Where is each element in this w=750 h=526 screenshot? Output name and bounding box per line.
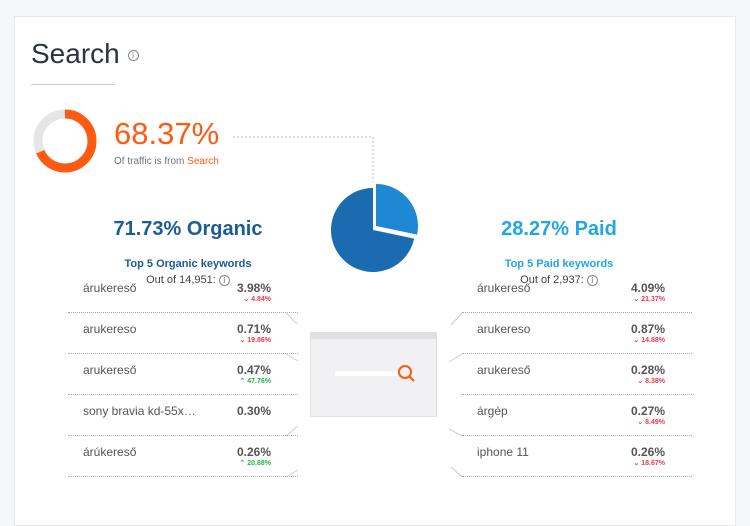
- chevron-down-icon: ⌄: [243, 296, 250, 303]
- title-text: Search: [31, 38, 120, 69]
- chevron-up-icon: ⌃: [239, 378, 246, 385]
- keyword-share: 0.26%: [236, 445, 271, 459]
- pie-paid-slice: [376, 184, 418, 235]
- chevron-down-icon: ⌄: [239, 337, 246, 344]
- paid-headline: 28.27% Paid: [501, 218, 617, 240]
- chevron-down-icon: ⌄: [633, 296, 640, 303]
- keyword-change: ⌄ 21.37%: [633, 296, 665, 303]
- paid-keyword-row[interactable]: árukereső 4.09% ⌄ 21.37%: [462, 281, 692, 313]
- keyword-change: ⌃ 20.68%: [239, 460, 271, 467]
- paid-keyword-row[interactable]: arukereső 0.28% ⌄ 8.38%: [462, 363, 692, 395]
- keyword-name[interactable]: árgép: [477, 404, 508, 418]
- organic-top-label: Top 5 Organic keywords: [124, 258, 252, 270]
- organic-keyword-row[interactable]: árúkereső 0.26% ⌃ 20.68%: [68, 445, 298, 477]
- keyword-share: 3.98%: [236, 281, 271, 295]
- paid-keyword-row[interactable]: arukereso 0.87% ⌄ 14.88%: [462, 322, 692, 354]
- traffic-donut-arc: [33, 109, 97, 173]
- search-browser-illustration: [310, 332, 437, 417]
- keyword-change: ⌃ 47.76%: [239, 378, 271, 385]
- paid-out-of: Out of 2,937: i: [439, 274, 679, 286]
- paid-top-label: Top 5 Paid keywords: [504, 258, 614, 270]
- keyword-share: 0.47%: [236, 363, 271, 377]
- keyword-change: ⌄ 14.88%: [633, 337, 665, 344]
- traffic-percent: 68.37%: [114, 116, 220, 151]
- chevron-down-icon: ⌄: [633, 337, 640, 344]
- keyword-share: 0.28%: [630, 363, 665, 377]
- keyword-change: ⌄ 8.38%: [637, 378, 665, 385]
- chevron-up-icon: ⌃: [239, 460, 246, 467]
- traffic-donut: [33, 109, 97, 173]
- traffic-source: Search: [187, 156, 219, 167]
- pie-organic-slice: [330, 188, 415, 272]
- keyword-name[interactable]: árukereső: [83, 281, 137, 295]
- organic-keyword-row[interactable]: arukereső 0.47% ⌃ 47.76%: [68, 363, 298, 395]
- info-icon[interactable]: i: [127, 50, 139, 62]
- keyword-share: 0.27%: [630, 404, 665, 418]
- keyword-change: ⌄ 8.49%: [637, 419, 665, 426]
- organic-out-of: Out of 14,951: i: [68, 274, 308, 286]
- organic-keyword-row[interactable]: sony bravia kd-55x… 0.30%: [68, 404, 298, 436]
- magnifier-icon: [398, 365, 415, 382]
- keyword-share: 0.71%: [236, 322, 271, 336]
- keyword-share: 0.30%: [236, 404, 271, 418]
- keyword-name[interactable]: sony bravia kd-55x…: [83, 404, 196, 418]
- keyword-share: 4.09%: [630, 281, 665, 295]
- page-title: Search i: [31, 38, 139, 70]
- keyword-change: ⌄ 19.86%: [239, 337, 271, 344]
- browser-bar: [311, 333, 436, 339]
- title-underline: [31, 84, 115, 85]
- keyword-name[interactable]: iphone 11: [477, 445, 529, 459]
- chevron-down-icon: ⌄: [637, 419, 644, 426]
- organic-headline: 71.73% Organic: [113, 218, 263, 240]
- keyword-name[interactable]: arukereső: [83, 363, 137, 377]
- paid-keyword-row[interactable]: árgép 0.27% ⌄ 8.49%: [462, 404, 692, 436]
- traffic-label: Of traffic is from: [114, 156, 185, 167]
- organic-keyword-row[interactable]: árukereső 3.98% ⌄ 4.84%: [68, 281, 298, 313]
- keyword-name[interactable]: árúkereső: [83, 445, 137, 459]
- keyword-name[interactable]: arukereső: [477, 363, 531, 377]
- keyword-name[interactable]: árukereső: [477, 281, 531, 295]
- traffic-caption: Of traffic is from Search: [114, 156, 219, 167]
- connector-lines: [233, 136, 463, 478]
- keyword-change: ⌄ 18.67%: [633, 460, 665, 467]
- keyword-name[interactable]: arukereso: [83, 322, 137, 336]
- keyword-change: ⌄ 4.84%: [243, 296, 271, 303]
- chevron-down-icon: ⌄: [633, 460, 640, 467]
- keyword-share: 0.87%: [630, 322, 665, 336]
- search-box-illustration: [335, 371, 397, 376]
- paid-keyword-row[interactable]: iphone 11 0.26% ⌄ 18.67%: [462, 445, 692, 477]
- keyword-name[interactable]: arukereso: [477, 322, 531, 336]
- organic-keyword-row[interactable]: arukereso 0.71% ⌄ 19.86%: [68, 322, 298, 354]
- chevron-down-icon: ⌄: [637, 378, 644, 385]
- keyword-share: 0.26%: [630, 445, 665, 459]
